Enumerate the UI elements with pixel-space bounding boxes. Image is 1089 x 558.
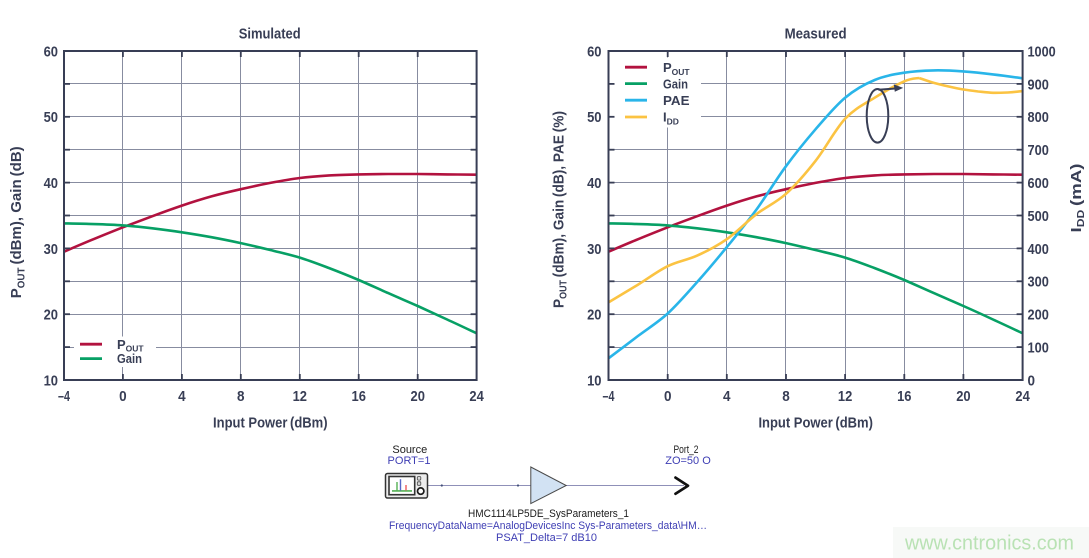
svg-text:100: 100 <box>1028 340 1049 357</box>
svg-text:8: 8 <box>237 388 245 405</box>
svg-text:4: 4 <box>178 388 186 405</box>
svg-text:PORT=1: PORT=1 <box>388 455 431 467</box>
svg-text:20: 20 <box>956 388 970 405</box>
svg-text:40: 40 <box>587 175 601 192</box>
svg-text:40: 40 <box>44 175 58 192</box>
svg-text:900: 900 <box>1028 76 1049 93</box>
svg-text:20: 20 <box>411 388 425 405</box>
svg-text:PSAT_Delta=7 dB10: PSAT_Delta=7 dB10 <box>496 532 597 544</box>
svg-text:200: 200 <box>1028 307 1049 324</box>
svg-text:10: 10 <box>44 372 58 389</box>
svg-text:Measured: Measured <box>785 25 847 42</box>
svg-text:60: 60 <box>44 43 58 60</box>
svg-text:Source: Source <box>392 444 427 456</box>
svg-text:HMC1114LP5DE_SysParameters_1: HMC1114LP5DE_SysParameters_1 <box>468 508 629 520</box>
svg-text:24: 24 <box>1015 388 1030 405</box>
svg-text:10: 10 <box>587 372 601 389</box>
svg-text:50: 50 <box>44 109 58 126</box>
svg-text:24: 24 <box>469 388 484 405</box>
svg-text:30: 30 <box>587 241 601 258</box>
svg-text:Input Power (dBm): Input Power (dBm) <box>213 415 328 432</box>
svg-text:POUT​ (dBm), Gain (dB), PAE (%: POUT​ (dBm), Gain (dB), PAE (%) <box>551 111 570 308</box>
svg-text:0: 0 <box>1028 372 1036 389</box>
svg-text:600: 600 <box>1028 175 1049 192</box>
svg-text:0: 0 <box>119 388 127 405</box>
svg-text:30: 30 <box>44 241 58 258</box>
svg-text:12: 12 <box>293 388 307 405</box>
svg-text:Simulated: Simulated <box>239 25 301 42</box>
svg-text:–4: –4 <box>603 388 615 405</box>
svg-text:–4: –4 <box>58 388 70 405</box>
svg-text:60: 60 <box>587 43 601 60</box>
svg-text:FrequencyDataName=AnalogDevice: FrequencyDataName=AnalogDevicesInc Sys-P… <box>389 520 707 532</box>
svg-text:500: 500 <box>1028 208 1049 225</box>
svg-text:8: 8 <box>782 388 790 405</box>
svg-text:12: 12 <box>838 388 852 405</box>
svg-text:20: 20 <box>587 307 601 324</box>
svg-text:16: 16 <box>897 388 911 405</box>
svg-text:700: 700 <box>1028 142 1049 159</box>
svg-text:20: 20 <box>44 307 58 324</box>
svg-text:16: 16 <box>352 388 366 405</box>
svg-text:Gain: Gain <box>663 76 688 91</box>
svg-text:400: 400 <box>1028 241 1049 258</box>
svg-text:Input Power (dBm): Input Power (dBm) <box>758 415 873 432</box>
svg-text:POUT​ (dBm), Gain (dB): POUT​ (dBm), Gain (dB) <box>8 146 27 298</box>
svg-text:Gain: Gain <box>117 351 142 366</box>
svg-text:300: 300 <box>1028 274 1049 291</box>
svg-text:Port_2: Port_2 <box>674 444 699 456</box>
svg-text:ZO=50 O: ZO=50 O <box>665 455 711 467</box>
svg-text:PAE: PAE <box>663 93 690 108</box>
svg-text:0: 0 <box>664 388 672 405</box>
svg-text:4: 4 <box>723 388 731 405</box>
svg-text:50: 50 <box>587 109 601 126</box>
svg-text:www.cntronics.com: www.cntronics.com <box>904 533 1074 555</box>
svg-text:800: 800 <box>1028 109 1049 126</box>
svg-text:1000: 1000 <box>1028 43 1056 60</box>
